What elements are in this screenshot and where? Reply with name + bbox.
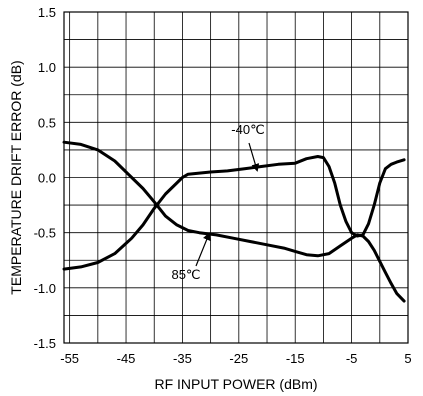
annotation-arrow xyxy=(248,142,260,172)
x-tick-label: -55 xyxy=(60,351,79,366)
series xyxy=(62,140,406,303)
x-tick-label: -45 xyxy=(117,351,136,366)
series-line xyxy=(62,155,406,271)
y-tick-label: -0.5 xyxy=(34,226,56,241)
y-tick-label: 1.0 xyxy=(38,60,56,75)
y-tick-label: -1.0 xyxy=(34,281,56,296)
x-axis-title: RF INPUT POWER (dBm) xyxy=(154,376,317,392)
series-line xyxy=(62,140,406,303)
x-tick-label: 5 xyxy=(404,351,411,366)
grid xyxy=(64,11,409,344)
tick-labels: -55 -45 -35 -25 -15 -5 51.51.00.50.0-0.5-1.0-1… xyxy=(34,5,412,366)
x-tick-label: -25 xyxy=(229,351,248,366)
annotation-arrow xyxy=(195,232,211,267)
annotation-label: 85℃ xyxy=(171,267,200,282)
x-tick-label: -35 xyxy=(173,351,192,366)
x-tick-label: -5 xyxy=(346,351,358,366)
y-axis-title: TEMPERATURE DRIFT ERROR (dB) xyxy=(8,60,24,294)
y-tick-label: 1.5 xyxy=(38,5,56,20)
annotation-label: -40℃ xyxy=(231,122,264,137)
y-tick-label: -1.5 xyxy=(34,336,56,351)
plot-frame xyxy=(63,11,409,344)
y-tick-label: 0.0 xyxy=(38,171,56,186)
y-tick-label: 0.5 xyxy=(38,115,56,130)
annotations: -40℃ 85℃ xyxy=(171,122,264,282)
x-tick-label: -15 xyxy=(286,351,305,366)
